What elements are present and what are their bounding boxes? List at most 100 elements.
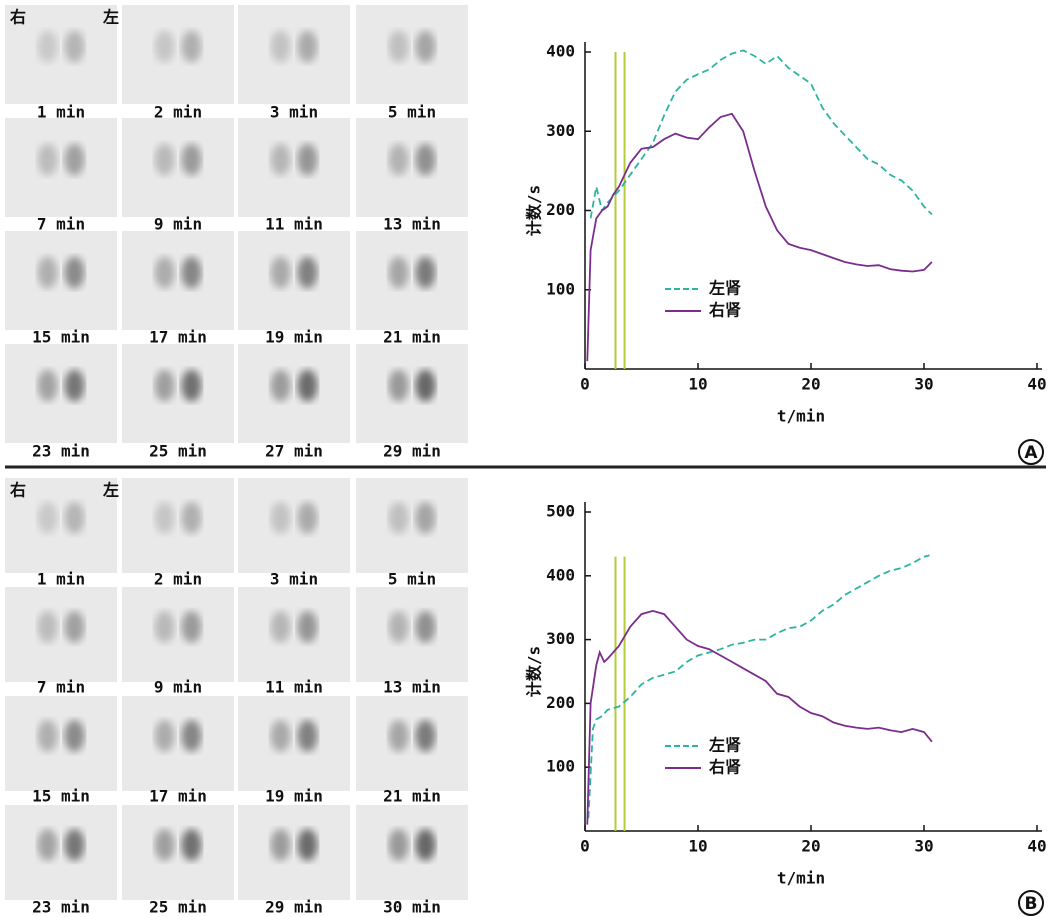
scan-image xyxy=(238,478,350,573)
kidney xyxy=(37,719,58,752)
x-tick-label: 0 xyxy=(580,837,590,856)
scan-image xyxy=(238,118,350,217)
y-axis-label: 计数/s xyxy=(525,185,544,236)
kidney xyxy=(37,610,58,643)
frame-label: 9 min xyxy=(154,678,202,697)
scan-image xyxy=(122,344,234,443)
kidney xyxy=(37,828,58,861)
kidney xyxy=(64,143,85,176)
frame-label: 2 min xyxy=(154,570,202,589)
kidney xyxy=(64,30,85,63)
scan-image xyxy=(238,231,350,330)
kidney xyxy=(154,30,175,63)
y-tick-label: 100 xyxy=(546,279,575,298)
scan-image xyxy=(122,696,234,791)
kidney xyxy=(297,610,318,643)
scan-image xyxy=(238,5,350,104)
kidney xyxy=(64,369,85,402)
panel-label: A xyxy=(1024,443,1038,463)
legend-label: 左肾 xyxy=(708,736,741,755)
frame-label: 2 min xyxy=(154,103,202,122)
y-tick-label: 300 xyxy=(546,121,575,140)
orientation-label: 左 xyxy=(102,8,119,27)
kidney xyxy=(388,610,409,643)
x-tick-label: 30 xyxy=(914,837,933,856)
frame-label: 9 min xyxy=(154,215,202,234)
series-line xyxy=(587,554,930,819)
kidney xyxy=(415,143,436,176)
kidney xyxy=(64,719,85,752)
scan-image xyxy=(238,805,350,900)
frame-label: 19 min xyxy=(265,328,323,347)
kidney xyxy=(181,828,202,861)
kidney xyxy=(154,501,175,534)
scan-image xyxy=(356,696,468,791)
scan-image xyxy=(122,805,234,900)
scan-image xyxy=(122,118,234,217)
kidney xyxy=(415,256,436,289)
frame-label: 23 min xyxy=(32,898,90,917)
frame-label: 3 min xyxy=(270,570,318,589)
scan-image xyxy=(356,805,468,900)
scan-image xyxy=(5,118,117,217)
y-tick-label: 400 xyxy=(546,565,575,584)
scan-image xyxy=(356,478,468,573)
kidney xyxy=(181,30,202,63)
x-tick-label: 40 xyxy=(1027,375,1046,394)
frame-label: 25 min xyxy=(149,898,207,917)
scan-image xyxy=(238,696,350,791)
scan-image xyxy=(122,587,234,682)
kidney xyxy=(37,256,58,289)
kidney xyxy=(37,143,58,176)
kidney xyxy=(415,828,436,861)
frame-label: 17 min xyxy=(149,328,207,347)
kidney xyxy=(297,719,318,752)
kidney xyxy=(297,501,318,534)
scan-image xyxy=(5,5,117,104)
scan-image xyxy=(5,344,117,443)
panel-label: B xyxy=(1025,894,1038,914)
legend-label: 左肾 xyxy=(708,279,741,298)
panel-circle xyxy=(1018,890,1044,916)
scan-image xyxy=(356,231,468,330)
kidney xyxy=(415,30,436,63)
frame-label: 13 min xyxy=(383,678,441,697)
kidney xyxy=(415,610,436,643)
kidney xyxy=(270,719,291,752)
frame-label: 15 min xyxy=(32,328,90,347)
kidney xyxy=(415,501,436,534)
x-tick-label: 20 xyxy=(801,375,820,394)
x-tick-label: 30 xyxy=(914,375,933,394)
kidney xyxy=(64,828,85,861)
frame-label: 5 min xyxy=(388,570,436,589)
x-tick-label: 40 xyxy=(1027,837,1046,856)
kidney xyxy=(388,369,409,402)
scan-image xyxy=(122,5,234,104)
frame-label: 5 min xyxy=(388,103,436,122)
kidney xyxy=(64,256,85,289)
frame-label: 21 min xyxy=(383,787,441,806)
frame-label: 21 min xyxy=(383,328,441,347)
orientation-label: 左 xyxy=(102,481,119,500)
kidney xyxy=(37,369,58,402)
frame-label: 13 min xyxy=(383,215,441,234)
frame-label: 1 min xyxy=(37,103,85,122)
kidney xyxy=(64,501,85,534)
y-tick-label: 500 xyxy=(546,502,575,521)
kidney xyxy=(297,256,318,289)
kidney xyxy=(270,256,291,289)
kidney xyxy=(388,256,409,289)
kidney xyxy=(270,369,291,402)
frame-label: 3 min xyxy=(270,103,318,122)
legend-label: 右肾 xyxy=(709,758,741,777)
kidney xyxy=(297,30,318,63)
series-line xyxy=(586,609,933,825)
scan-image xyxy=(5,478,117,573)
kidney xyxy=(270,610,291,643)
kidney xyxy=(415,369,436,402)
kidney xyxy=(154,143,175,176)
scan-image xyxy=(5,696,117,791)
frame-label: 11 min xyxy=(265,215,323,234)
kidney xyxy=(181,143,202,176)
y-tick-label: 200 xyxy=(546,693,575,712)
